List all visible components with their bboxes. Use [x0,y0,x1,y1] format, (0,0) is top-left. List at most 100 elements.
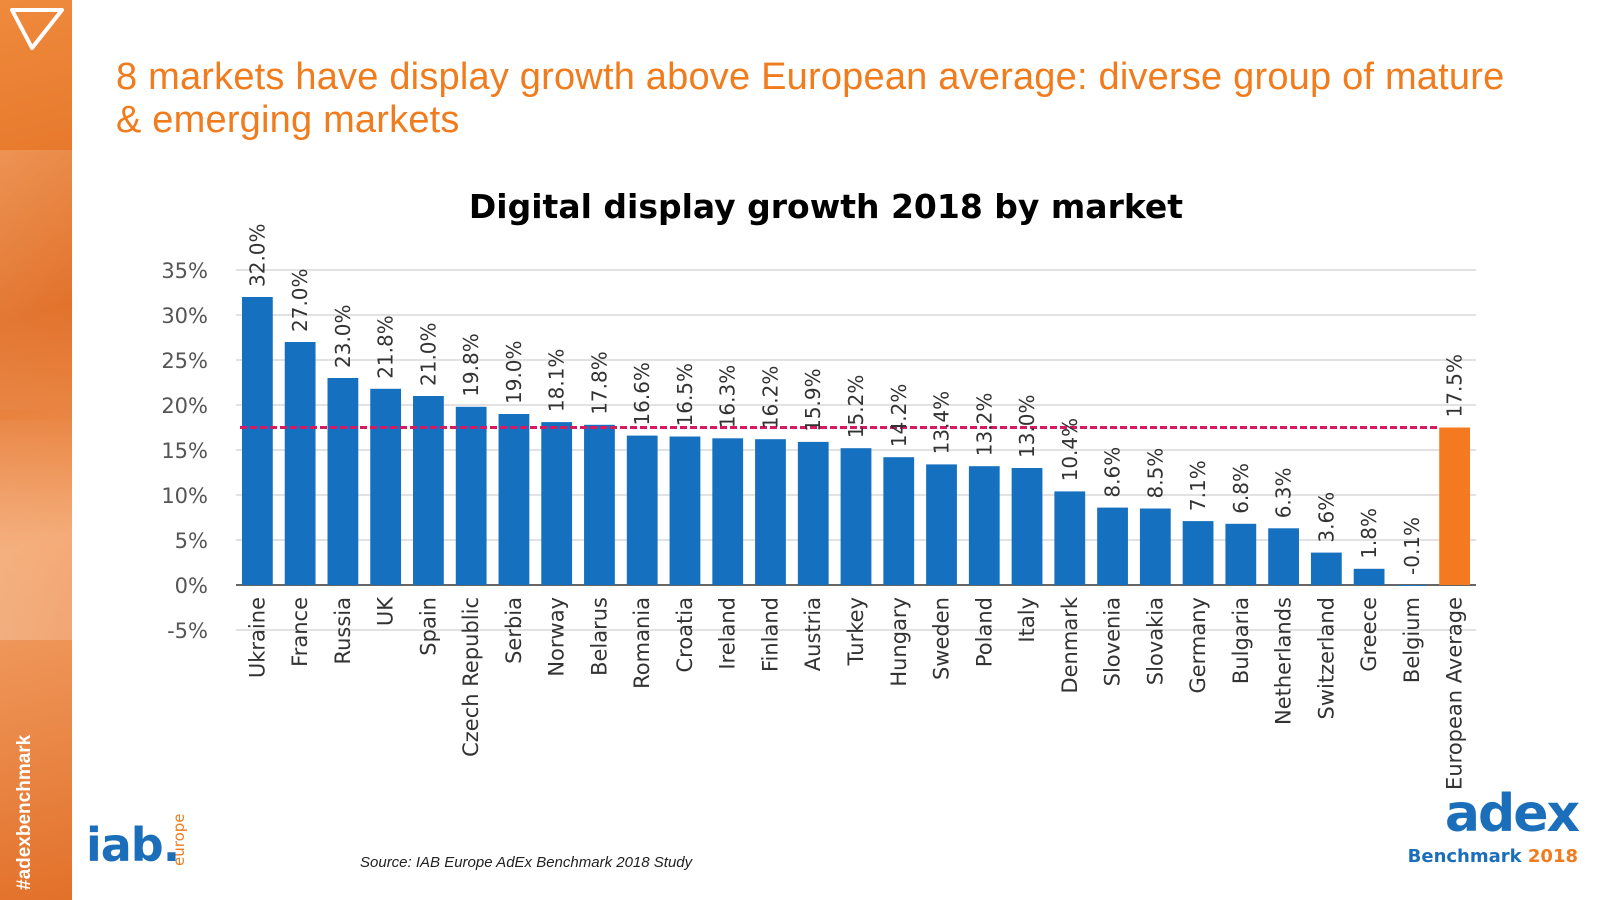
data-label: 16.6% [630,362,654,426]
y-tick-label: 15% [161,439,208,463]
bar [1353,568,1385,585]
data-label: 7.1% [1186,460,1210,511]
bar [327,378,359,585]
category-label: European Average [1443,597,1467,790]
bars [241,297,1471,586]
iab-logo-text: iab. [86,818,180,872]
category-label: Finland [758,597,782,672]
category-label: Germany [1186,597,1210,694]
bar [968,466,1000,585]
category-label: Slovakia [1143,597,1167,685]
data-label: 13.0% [1015,394,1039,458]
category-label: Romania [630,597,654,689]
bar [1054,491,1086,585]
bar [241,297,273,585]
category-label: Sweden [930,597,954,680]
category-label: Switzerland [1314,597,1338,720]
category-label: Italy [1015,597,1039,643]
y-tick-label: 5% [175,529,208,553]
category-label: Belgium [1400,597,1424,683]
data-label: 10.4% [1058,418,1082,482]
data-label: 17.8% [587,351,611,415]
data-label: 32.0% [245,223,269,287]
data-label: 6.3% [1272,467,1296,518]
y-tick-label: 35% [161,259,208,283]
bar [584,424,615,585]
bar [1182,521,1214,585]
data-label: 16.5% [673,363,697,427]
data-label: 13.4% [930,391,954,455]
chart-title: Digital display growth 2018 by market [469,187,1183,226]
data-labels: 32.0% 27.0% 23.0% 21.8% 21.0% 19.8% 19.0% 18.1%… [245,223,1466,575]
category-label: Czech Republic [459,597,483,757]
category-label: Netherlands [1272,597,1296,725]
bar [498,414,530,585]
category-label: Hungary [887,597,911,687]
category-label: Ukraine [245,597,269,678]
triangle-logo-icon [10,8,64,50]
data-label: -0.1% [1400,517,1424,575]
category-label: Serbia [502,597,526,664]
data-label: 14.2% [887,384,911,448]
bar [541,422,573,585]
data-label: 16.3% [716,365,740,429]
bar [1310,552,1342,585]
data-label: 27.0% [288,268,312,332]
bar [1268,528,1299,585]
bar [669,436,701,585]
data-label: 15.9% [801,368,825,432]
data-label: 3.6% [1314,492,1338,543]
slide-headline: 8 markets have display growth above Euro… [116,56,1505,141]
sidebar-decoration: #adexbenchmark [0,0,72,900]
data-label: 16.2% [758,366,782,430]
bar [626,435,658,585]
y-tick-label: -5% [167,619,208,643]
category-label: UK [374,596,398,626]
category-label: France [288,597,312,667]
bar [284,342,316,585]
bar [926,464,957,585]
data-label: 6.8% [1229,463,1253,514]
bar [455,406,487,585]
adex-logo-year: 2018 [1527,846,1578,867]
category-label: Denmark [1058,596,1082,693]
y-tick-label: 30% [161,304,208,328]
category-label: Croatia [673,597,697,673]
y-tick-label: 25% [161,349,208,373]
bar [1139,508,1171,585]
bar [413,396,444,585]
category-label: Bulgaria [1229,597,1253,684]
category-label: Russia [331,597,355,665]
bar [712,438,744,585]
y-tick-label: 0% [175,574,208,598]
data-label: 18.1% [545,349,569,413]
x-axis-categories: Ukraine France Russia UK Spain Czech Republic… [245,596,1466,790]
category-label: Slovenia [1101,597,1125,686]
y-tick-label: 20% [161,394,208,418]
category-label: Norway [545,597,569,677]
iab-logo-subtext: europe [170,813,188,867]
sidebar-facet [0,420,72,640]
bar [1396,585,1428,586]
category-label: Turkey [844,597,868,666]
category-label: Ireland [716,597,740,670]
data-label: 13.2% [972,393,996,457]
data-label: 21.0% [416,322,440,386]
data-label: 19.0% [502,340,526,404]
data-label: 15.2% [844,375,868,439]
data-label: 17.5% [1443,354,1467,418]
adex-logo-text: adex [1444,784,1580,844]
data-label: 19.8% [459,333,483,397]
source-note: Source: IAB Europe AdEx Benchmark 2018 S… [360,854,693,871]
y-tick-label: 10% [161,484,208,508]
iab-europe-logo: iab. europe [86,800,188,873]
bar [883,457,915,585]
category-label: Belarus [587,597,611,676]
data-label: 8.5% [1143,448,1167,499]
data-label: 21.8% [374,315,398,379]
category-label: Greece [1357,597,1381,672]
bar [1225,523,1257,585]
bar [797,441,829,585]
category-label: Austria [801,597,825,671]
